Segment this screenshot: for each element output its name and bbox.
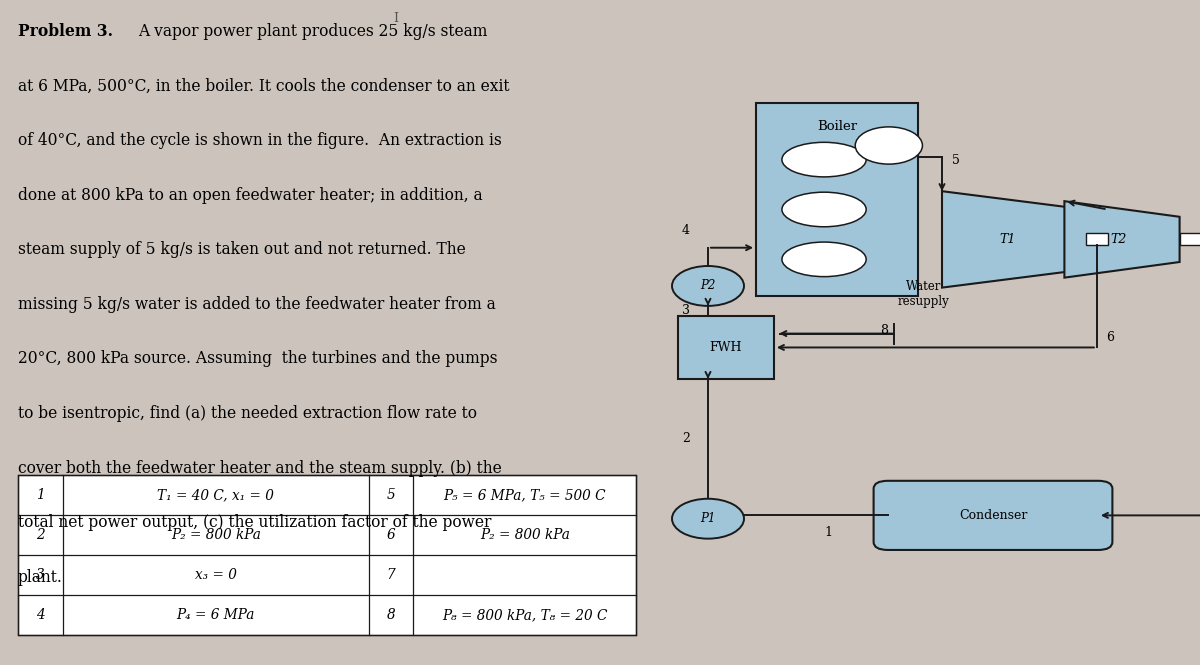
Circle shape [856,127,923,164]
Text: Condenser: Condenser [959,509,1027,522]
Text: 1: 1 [36,488,44,503]
Text: 3: 3 [682,305,690,317]
Text: P₂ = 800 kPa: P₂ = 800 kPa [170,528,260,543]
Text: 1: 1 [824,525,832,539]
FancyBboxPatch shape [874,481,1112,550]
Text: to be isentropic, find (a) the needed extraction flow rate to: to be isentropic, find (a) the needed ex… [18,405,478,422]
Text: Problem 3.: Problem 3. [18,23,113,41]
Polygon shape [942,192,1086,287]
Bar [1086,233,1108,245]
Text: at 6 MPa, 500°C, in the boiler. It cools the condenser to an exit: at 6 MPa, 500°C, in the boiler. It cools… [18,78,510,95]
Text: missing 5 kg/s water is added to the feedwater heater from a: missing 5 kg/s water is added to the fee… [18,296,496,313]
Bar [678,316,774,379]
Text: total net power output, (c) the utilization factor of the power: total net power output, (c) the utilizat… [18,514,491,531]
Text: 5: 5 [952,154,960,168]
Text: cover both the feedwater heater and the steam supply. (b) the: cover both the feedwater heater and the … [18,460,502,477]
Text: 4: 4 [682,223,690,237]
Text: P₄ = 6 MPa: P₄ = 6 MPa [176,608,254,622]
Text: 6: 6 [386,528,395,543]
Text: done at 800 kPa to an open feedwater heater; in addition, a: done at 800 kPa to an open feedwater hea… [18,187,482,204]
Text: plant.: plant. [18,569,62,586]
Text: T₁ = 40 C, x₁ = 0: T₁ = 40 C, x₁ = 0 [157,488,274,503]
Text: P₅ = 6 MPa, T₅ = 500 C: P₅ = 6 MPa, T₅ = 500 C [443,488,606,503]
Text: P1: P1 [701,512,715,525]
Text: 4: 4 [36,608,44,622]
Bar [1180,233,1200,245]
Text: 3: 3 [36,568,44,583]
Text: 8: 8 [880,324,888,336]
Circle shape [672,499,744,539]
Text: T1: T1 [1000,233,1016,246]
Text: 8: 8 [386,608,395,622]
Text: 2: 2 [682,432,690,446]
Text: steam supply of 5 kg/s is taken out and not returned. The: steam supply of 5 kg/s is taken out and … [18,241,466,259]
Text: Boiler: Boiler [817,120,857,133]
Text: 2: 2 [36,528,44,543]
Text: 7: 7 [386,568,395,583]
Circle shape [672,266,744,306]
Ellipse shape [782,192,866,227]
Ellipse shape [782,242,866,277]
Text: 20°C, 800 kPa source. Assuming  the turbines and the pumps: 20°C, 800 kPa source. Assuming the turbi… [18,350,498,368]
Bar [756,103,918,296]
Bar [18,475,636,635]
Text: of 40°C, and the cycle is shown in the figure.  An extraction is: of 40°C, and the cycle is shown in the f… [18,132,502,150]
Text: I: I [394,12,398,25]
Text: Water
resupply: Water resupply [898,280,950,309]
Text: T2: T2 [1110,233,1127,246]
Text: P2: P2 [701,279,715,293]
Text: P₈ = 800 kPa, T₈ = 20 C: P₈ = 800 kPa, T₈ = 20 C [442,608,607,622]
Text: A vapor power plant produces 25 kg/s steam: A vapor power plant produces 25 kg/s ste… [138,23,487,41]
Text: FWH: FWH [709,341,743,354]
Polygon shape [1064,201,1180,278]
Text: P₂ = 800 kPa: P₂ = 800 kPa [480,528,570,543]
Text: x₃ = 0: x₃ = 0 [194,568,236,583]
Text: 5: 5 [386,488,395,503]
Text: 6: 6 [1106,331,1115,344]
Ellipse shape [782,142,866,177]
